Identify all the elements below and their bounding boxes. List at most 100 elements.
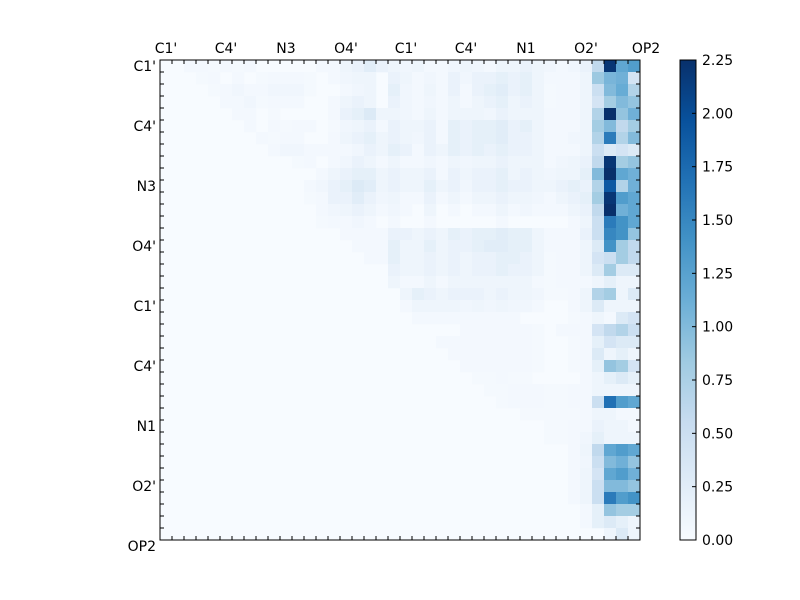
heatmap-cell bbox=[580, 372, 593, 385]
heatmap-cell bbox=[580, 120, 593, 133]
heatmap-cell bbox=[616, 120, 629, 133]
heatmap-cell bbox=[544, 432, 557, 445]
heatmap-cell bbox=[616, 288, 629, 301]
heatmap-cell bbox=[568, 384, 581, 397]
heatmap-cell bbox=[472, 336, 485, 349]
colorbar-tick-label: 1.25 bbox=[702, 266, 733, 282]
heatmap-cell bbox=[616, 144, 629, 157]
heatmap-cell bbox=[436, 156, 449, 169]
heatmap-cell bbox=[292, 84, 305, 97]
heatmap-cell bbox=[592, 240, 605, 253]
heatmap-cell bbox=[364, 132, 377, 145]
heatmap-cell bbox=[424, 180, 437, 193]
heatmap-cell bbox=[340, 108, 353, 121]
heatmap-cell bbox=[340, 144, 353, 157]
heatmap-cell bbox=[508, 228, 521, 241]
heatmap-cell bbox=[580, 84, 593, 97]
heatmap-cell bbox=[592, 192, 605, 205]
heatmap-cell bbox=[568, 228, 581, 241]
heatmap-cell bbox=[256, 72, 269, 85]
heatmap-cell bbox=[628, 300, 641, 313]
heatmap-cell bbox=[292, 144, 305, 157]
heatmap-cell bbox=[508, 72, 521, 85]
heatmap-cell bbox=[268, 132, 281, 145]
heatmap-cell bbox=[412, 276, 425, 289]
heatmap-cell bbox=[544, 72, 557, 85]
heatmap-cell bbox=[532, 132, 545, 145]
y-tick-label: N3 bbox=[137, 179, 156, 195]
heatmap-cell bbox=[568, 312, 581, 325]
heatmap-cell bbox=[400, 264, 413, 277]
heatmap-cell bbox=[340, 216, 353, 229]
heatmap-cell bbox=[388, 204, 401, 217]
heatmap-cell bbox=[460, 240, 473, 253]
heatmap-cell bbox=[556, 384, 569, 397]
heatmap-cell bbox=[184, 60, 197, 73]
heatmap-cell bbox=[472, 168, 485, 181]
heatmap-cell bbox=[400, 144, 413, 157]
heatmap-cell bbox=[388, 228, 401, 241]
heatmap-cell bbox=[628, 432, 641, 445]
heatmap-cell bbox=[628, 240, 641, 253]
heatmap-cell bbox=[532, 84, 545, 97]
heatmap-cell bbox=[352, 228, 365, 241]
heatmap-cell bbox=[580, 516, 593, 529]
heatmap-cell bbox=[496, 144, 509, 157]
heatmap-cell bbox=[628, 132, 641, 145]
colorbar-tick-label: 0.75 bbox=[702, 373, 733, 389]
heatmap-cell bbox=[616, 276, 629, 289]
heatmap-cell bbox=[412, 156, 425, 169]
heatmap-cell bbox=[484, 324, 497, 337]
heatmap-cell bbox=[508, 192, 521, 205]
heatmap-cell bbox=[628, 96, 641, 109]
heatmap-cell bbox=[448, 132, 461, 145]
y-tick-label: O4' bbox=[132, 239, 156, 255]
heatmap-cell bbox=[448, 252, 461, 265]
heatmap-cell bbox=[568, 192, 581, 205]
heatmap-cell bbox=[448, 348, 461, 361]
heatmap-cell bbox=[628, 420, 641, 433]
heatmap-cell bbox=[520, 396, 533, 409]
heatmap-cell bbox=[352, 72, 365, 85]
heatmap-cell bbox=[496, 300, 509, 313]
heatmap-cell bbox=[628, 480, 641, 493]
heatmap-cell bbox=[424, 288, 437, 301]
heatmap-cell bbox=[580, 180, 593, 193]
minor-ticks bbox=[160, 60, 640, 540]
heatmap-cell bbox=[412, 72, 425, 85]
heatmap-cell bbox=[520, 264, 533, 277]
heatmap-cell bbox=[532, 252, 545, 265]
heatmap-cell bbox=[304, 156, 317, 169]
heatmap-cell bbox=[544, 84, 557, 97]
heatmap-cell bbox=[436, 288, 449, 301]
heatmap-cell bbox=[436, 84, 449, 97]
heatmap-cell bbox=[364, 72, 377, 85]
heatmap-cell bbox=[520, 384, 533, 397]
heatmap-cell bbox=[592, 348, 605, 361]
heatmap-cell bbox=[340, 156, 353, 169]
heatmap-cell bbox=[604, 144, 617, 157]
heatmap-cell bbox=[604, 444, 617, 457]
heatmap-cell bbox=[520, 324, 533, 337]
heatmap-cell bbox=[400, 108, 413, 121]
heatmap-cell bbox=[532, 336, 545, 349]
heatmap-cell bbox=[568, 336, 581, 349]
heatmap-cell bbox=[556, 72, 569, 85]
heatmap-cell bbox=[508, 312, 521, 325]
heatmap-cell bbox=[568, 168, 581, 181]
heatmap-cell bbox=[532, 72, 545, 85]
heatmap-cell bbox=[592, 384, 605, 397]
heatmap-cell bbox=[304, 144, 317, 157]
heatmap-cell bbox=[244, 84, 257, 97]
heatmap-cell bbox=[304, 72, 317, 85]
heatmap-cell bbox=[616, 240, 629, 253]
x-tick-label: C1' bbox=[395, 41, 418, 57]
heatmap-cell bbox=[496, 84, 509, 97]
heatmap-cell bbox=[592, 300, 605, 313]
heatmap-cell bbox=[292, 156, 305, 169]
heatmap-cell bbox=[352, 168, 365, 181]
heatmap-cell bbox=[484, 252, 497, 265]
heatmap-cell bbox=[616, 312, 629, 325]
heatmap-cell bbox=[592, 252, 605, 265]
heatmap-cell bbox=[484, 108, 497, 121]
